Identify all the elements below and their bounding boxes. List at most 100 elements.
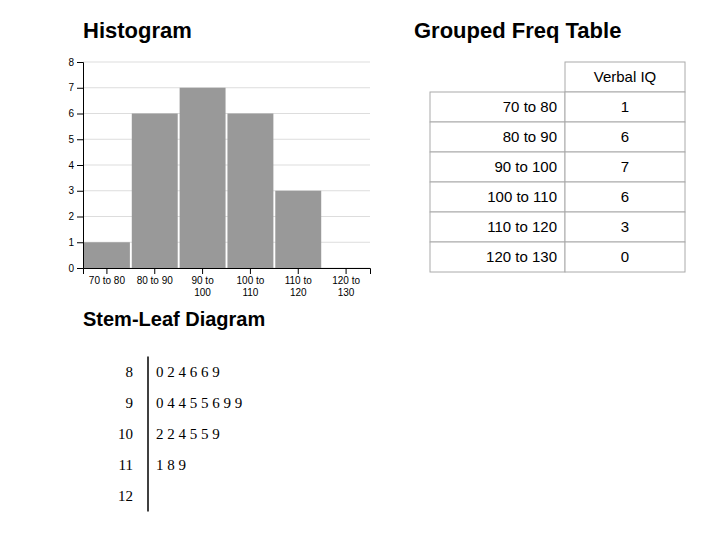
table-row-label: 90 to 100	[494, 158, 557, 175]
chart-title: Grouped Freq Table	[414, 18, 621, 43]
tick-mark	[77, 217, 83, 218]
table-value: 6	[621, 188, 629, 205]
chart-title: Stem-Leaf Diagram	[83, 308, 265, 330]
bars	[84, 88, 321, 268]
tick-mark	[202, 268, 203, 274]
table-header: Verbal IQ	[594, 68, 657, 85]
tick: 5	[68, 134, 83, 145]
axis-line	[84, 269, 371, 275]
tick-label: 7	[68, 82, 74, 93]
tick-label-line: 80 to 90	[137, 275, 174, 286]
table-value: 1	[621, 98, 629, 115]
tick-label: 8	[68, 57, 74, 68]
tick-label-line: 90 to	[191, 275, 214, 286]
leaves: 0 4 4 5 5 6 9 9	[156, 395, 242, 411]
tick-label-line: 120	[290, 287, 307, 298]
tick-mark	[106, 268, 107, 274]
tick: 90 to100	[191, 268, 214, 298]
leaves: 1 8 9	[156, 457, 186, 473]
x-axis: 70 to 80 80 to 90 90 to100 100 to110 110 to1…	[84, 268, 371, 298]
tick-mark	[77, 62, 83, 63]
table-cell	[565, 212, 685, 242]
grid-line	[83, 190, 370, 191]
table-row-label: 120 to 130	[486, 248, 557, 265]
grid-line	[83, 139, 370, 140]
tick-label: 0	[68, 263, 74, 274]
stem: 9	[126, 395, 134, 411]
tick: 2	[68, 211, 83, 222]
table-row-label: 70 to 80	[503, 98, 557, 115]
stem: 11	[119, 457, 133, 473]
table-cell	[430, 152, 565, 182]
table-cell	[430, 212, 565, 242]
tick: 1	[68, 237, 83, 248]
tick-label: 90 to100	[191, 275, 214, 298]
tick-label: 5	[68, 134, 74, 145]
stem: 8	[126, 364, 134, 380]
grid-line	[83, 113, 370, 114]
tick: 8	[68, 57, 83, 68]
tick-label: 1	[68, 237, 74, 248]
bar	[180, 88, 226, 268]
tick-label: 120 to130	[332, 275, 360, 298]
grid	[83, 62, 370, 268]
table-cell	[565, 242, 685, 272]
tick-mark	[346, 268, 347, 274]
table-cell	[565, 182, 685, 212]
table-cell	[565, 92, 685, 122]
y-axis: 012345678	[68, 57, 83, 274]
tick-label: 110 to120	[285, 275, 312, 298]
tick: 6	[68, 108, 83, 119]
table-panel: Grouped Freq Table Verbal IQ 70 to 80 1 80 t…	[414, 18, 685, 272]
table-value: 6	[621, 128, 629, 145]
tick-label-line: 100 to	[237, 275, 265, 286]
tick: 70 to 80	[89, 268, 126, 286]
table-value: 0	[621, 248, 629, 265]
table-row-label: 100 to 110	[487, 188, 557, 205]
grid-line	[83, 165, 370, 166]
tick-mark	[77, 139, 83, 140]
axis-line	[77, 63, 84, 269]
grid-line	[83, 87, 370, 88]
tick-mark	[77, 165, 83, 166]
table-cell	[430, 92, 565, 122]
tick: 100 to110	[237, 268, 265, 298]
leaves: 2 2 4 5 5 9	[156, 426, 220, 442]
tick-mark	[77, 191, 83, 192]
tick-label: 4	[68, 160, 74, 171]
figure: Histogram01234567870 to 8080 to 9090 to1…	[0, 0, 720, 540]
stem-leaf-panel: Stem-Leaf Diagram 8 0 2 4 6 6 9 9 0 4 4 5 5 …	[83, 308, 265, 512]
tick-mark	[77, 268, 83, 269]
table-cell	[430, 122, 565, 152]
tick-label: 70 to 80	[89, 275, 126, 286]
tick-label-line: 70 to 80	[89, 275, 126, 286]
tick: 7	[68, 82, 83, 93]
tick: 120 to130	[332, 268, 360, 298]
tick-label-line: 110	[242, 287, 258, 298]
stem: 12	[118, 488, 133, 504]
stem: 10	[118, 426, 133, 442]
stem-divider	[147, 357, 149, 512]
tick: 0	[68, 263, 83, 274]
table-cell	[430, 182, 565, 212]
table-cell	[565, 152, 685, 182]
tick-label: 100 to110	[237, 275, 265, 298]
chart-title: Histogram	[83, 18, 192, 43]
tick-label-line: 130	[338, 287, 355, 298]
tick-label-line: 100	[194, 287, 211, 298]
tick-label-line: 120 to	[332, 275, 360, 286]
tick-mark	[77, 114, 83, 115]
leaves: 0 2 4 6 6 9	[156, 364, 220, 380]
table-row-label: 110 to 120	[487, 218, 557, 235]
tick-label: 6	[68, 108, 74, 119]
tick-mark	[77, 88, 83, 89]
table-value: 3	[621, 218, 629, 235]
table-cell	[565, 122, 685, 152]
bar	[275, 191, 321, 268]
table-value: 7	[621, 158, 629, 175]
tick-label: 80 to 90	[137, 275, 174, 286]
histogram-panel: Histogram01234567870 to 8080 to 9090 to1…	[68, 18, 370, 298]
table-row-label: 80 to 90	[503, 128, 557, 145]
tick: 110 to120	[285, 268, 312, 298]
bar	[323, 268, 369, 269]
